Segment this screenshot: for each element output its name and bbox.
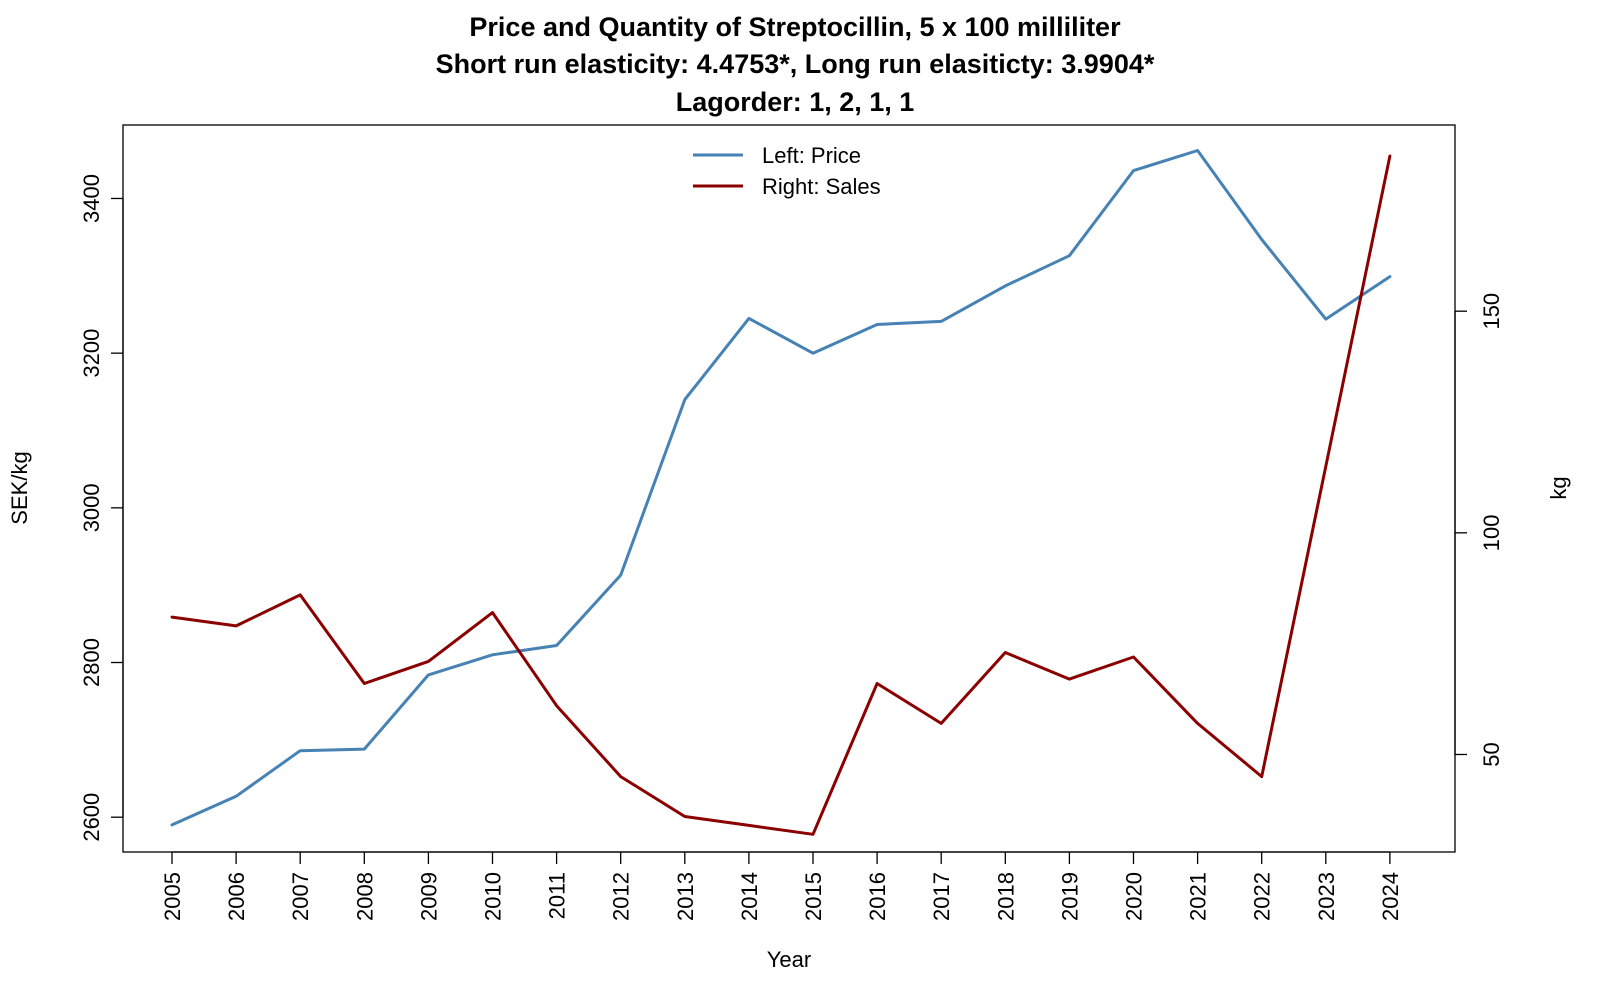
x-tick-label: 2005 — [160, 872, 185, 921]
x-tick-label: 2014 — [737, 872, 762, 921]
x-tick-label: 2024 — [1378, 872, 1403, 921]
y-left-tick-label: 3400 — [79, 174, 104, 223]
chart-subtitle-lagorder: Lagorder: 1, 2, 1, 1 — [676, 87, 915, 117]
x-tick-label: 2018 — [993, 872, 1018, 921]
legend-label-sales: Right: Sales — [762, 174, 881, 199]
price-line — [170, 149, 1392, 827]
x-axis: 2005 2006 2007 2008 2009 2010 2011 2012 2013 2014… — [160, 851, 1403, 921]
x-tick-label: 2021 — [1186, 872, 1211, 921]
sales-line — [170, 154, 1392, 836]
y-left-tick-label: 2600 — [79, 793, 104, 842]
plot-area-frame — [122, 124, 1456, 853]
x-tick-label: 2006 — [224, 872, 249, 921]
legend: Left: Price Right: Sales — [693, 143, 881, 199]
x-tick-label: 2009 — [416, 872, 441, 921]
x-tick-label: 2011 — [545, 872, 570, 919]
y-axis-right-label: kg — [1546, 476, 1571, 499]
x-tick-label: 2017 — [929, 872, 954, 921]
y-right-tick-label: 100 — [1479, 514, 1504, 551]
legend-label-price: Left: Price — [762, 143, 861, 168]
y-right-tick-label: 150 — [1479, 293, 1504, 330]
y-right-tick-label: 50 — [1479, 742, 1504, 766]
y-left-tick-label: 3000 — [79, 483, 104, 532]
x-tick-label: 2008 — [352, 872, 377, 921]
x-tick-label: 2016 — [865, 872, 890, 921]
x-tick-label: 2015 — [801, 872, 826, 921]
x-axis-label: Year — [767, 947, 811, 972]
x-tick-label: 2019 — [1057, 872, 1082, 921]
x-tick-label: 2013 — [673, 872, 698, 921]
y-left-tick-label: 2800 — [79, 638, 104, 687]
x-tick-label: 2020 — [1122, 872, 1147, 921]
x-tick-label: 2007 — [288, 872, 313, 921]
chart-title: Price and Quantity of Streptocillin, 5 x… — [469, 12, 1121, 42]
y-axis-right: 50 100 150 — [1454, 293, 1504, 767]
x-tick-label: 2012 — [609, 872, 634, 921]
y-axis-left-label: SEK/kg — [7, 451, 32, 524]
y-axis-left: 2600 2800 3000 3200 3400 — [79, 174, 124, 842]
y-left-tick-label: 3200 — [79, 329, 104, 378]
series-layer — [170, 149, 1392, 836]
x-tick-label: 2010 — [481, 872, 506, 921]
chart-subtitle: Short run elasticity: 4.4753*, Long run … — [436, 49, 1155, 79]
x-tick-label: 2023 — [1314, 872, 1339, 921]
x-tick-label: 2022 — [1250, 872, 1275, 921]
